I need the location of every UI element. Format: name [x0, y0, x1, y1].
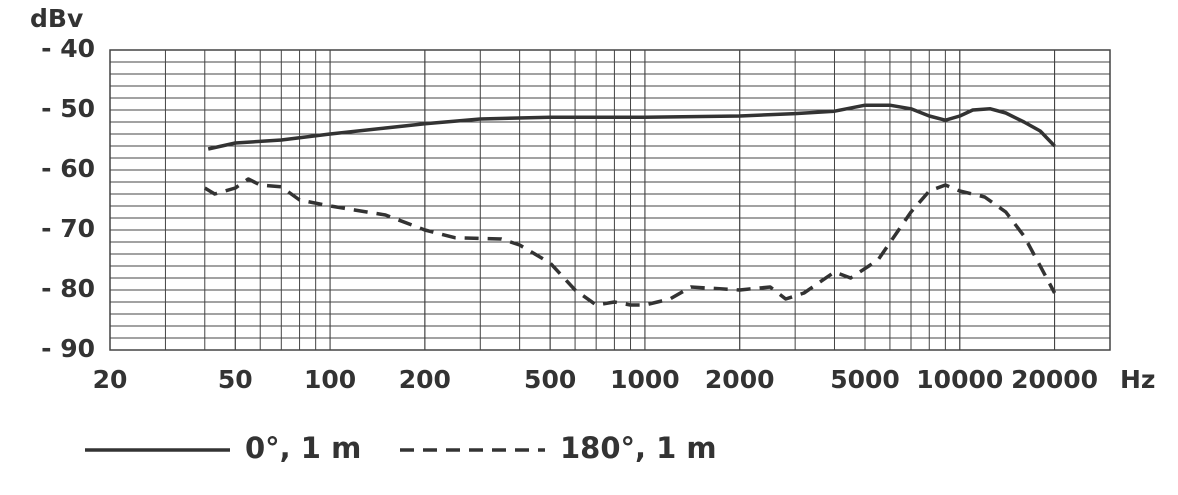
- x-tick-label: 20000: [1011, 365, 1098, 394]
- x-tick-label: 2000: [705, 365, 775, 394]
- y-axis-label: dBv: [30, 4, 83, 33]
- x-tick-label: 10000: [916, 365, 1003, 394]
- y-tick-label: - 90: [41, 334, 95, 363]
- x-axis-label: Hz: [1120, 365, 1155, 394]
- x-tick-label: 500: [524, 365, 576, 394]
- x-tick-label: 20: [93, 365, 128, 394]
- legend-label: 180°, 1 m: [560, 431, 717, 465]
- y-tick-label: - 70: [41, 214, 95, 243]
- x-tick-label: 100: [304, 365, 356, 394]
- plot-frame: [109, 49, 1111, 351]
- legend-label: 0°, 1 m: [245, 431, 361, 465]
- y-tick-label: - 50: [41, 94, 95, 123]
- y-tick-label: - 40: [41, 34, 95, 63]
- x-tick-label: 5000: [830, 365, 900, 394]
- x-tick-label: 1000: [610, 365, 680, 394]
- x-tick-label: 200: [399, 365, 451, 394]
- series-line: [203, 177, 1057, 307]
- y-tick-label: - 60: [41, 154, 95, 183]
- x-tick-label: 50: [218, 365, 253, 394]
- y-tick-label: - 80: [41, 274, 95, 303]
- series-line: [207, 103, 1056, 151]
